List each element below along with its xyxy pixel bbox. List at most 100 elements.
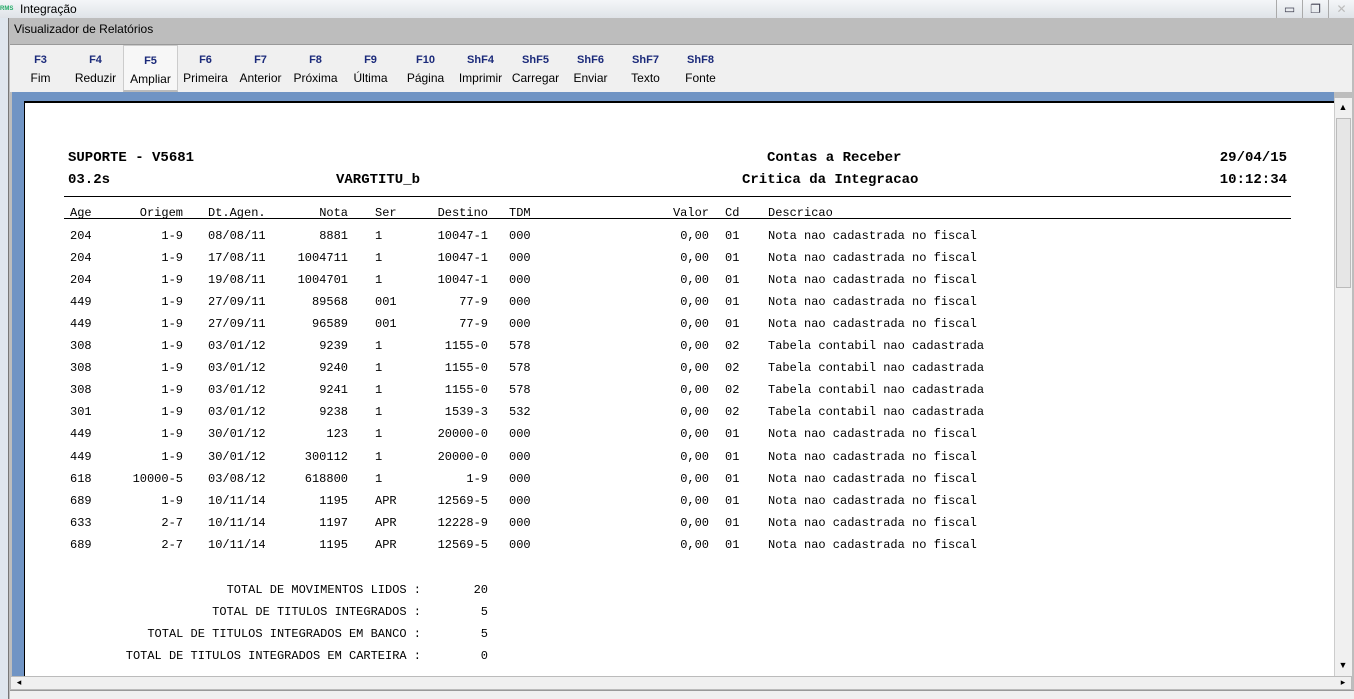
- title-bar: RMS Integração ▭ ❐ ✕: [0, 0, 1354, 18]
- table-cell: 30/01/12: [208, 449, 266, 464]
- shortcut-key: F7: [254, 54, 267, 66]
- table-cell: 9240: [319, 361, 348, 376]
- table-cell: 308: [70, 383, 92, 398]
- button-label: Fonte: [685, 71, 716, 85]
- toolbar-button-primeira[interactable]: F6 Primeira: [178, 45, 233, 92]
- shortcut-key: ShF6: [577, 54, 604, 66]
- table-cell: 01: [725, 229, 740, 243]
- table-cell: 000: [509, 251, 531, 266]
- scroll-thumb[interactable]: [1336, 118, 1351, 288]
- report-program: VARGTITU_b: [336, 172, 421, 188]
- table-cell: 0,00: [680, 251, 709, 266]
- table-cell: 300112: [304, 449, 348, 464]
- table-cell: 10/11/14: [208, 493, 266, 508]
- table-cell: 10047-1: [437, 251, 488, 266]
- toolbar-button-última[interactable]: F9 Última: [343, 45, 398, 92]
- table-cell: 27/09/11: [208, 295, 266, 310]
- table-cell: 1-9: [161, 383, 183, 398]
- table-cell: 02: [725, 405, 740, 420]
- toolbar-button-ampliar[interactable]: F5 Ampliar: [123, 45, 178, 92]
- table-cell: 1: [375, 251, 383, 266]
- scroll-down-icon[interactable]: ▼: [1338, 660, 1348, 670]
- report-date: 29/04/15: [1219, 150, 1287, 166]
- table-cell: Tabela contabil nao cadastrada: [768, 339, 985, 354]
- table-cell: 0,00: [680, 273, 709, 288]
- close-icon[interactable]: ✕: [1328, 0, 1354, 18]
- table-cell: 0,00: [680, 295, 709, 310]
- table-cell: 1: [375, 229, 383, 243]
- table-cell: 1-9: [161, 405, 183, 420]
- shortcut-key: ShF8: [687, 54, 714, 66]
- toolbar-button-fonte[interactable]: ShF8 Fonte: [673, 45, 728, 92]
- toolbar-button-carregar[interactable]: ShF5 Carregar: [508, 45, 563, 92]
- report-page: SUPORTE - V5681 03.2s VARGTITU_b Contas …: [24, 101, 1334, 676]
- table-cell: 001: [375, 317, 397, 332]
- column-header-tdm: TDM: [509, 206, 531, 220]
- table-cell: 12228-9: [437, 515, 488, 530]
- column-header-valor: Valor: [672, 206, 709, 220]
- table-cell: 01: [725, 515, 740, 530]
- table-cell: 1-9: [161, 251, 183, 266]
- column-header-underline: [64, 218, 1291, 219]
- table-cell: 01: [725, 537, 740, 552]
- report-company: SUPORTE - V5681: [68, 150, 195, 166]
- table-cell: Nota nao cadastrada no fiscal: [768, 229, 977, 243]
- table-cell: 02: [725, 339, 740, 354]
- toolbar-button-próxima[interactable]: F8 Próxima: [288, 45, 343, 92]
- viewer-title: Visualizador de Relatórios: [14, 22, 154, 36]
- scroll-right-icon[interactable]: ▸: [1340, 677, 1346, 687]
- table-cell: 1155-0: [444, 383, 488, 398]
- table-cell: 204: [70, 273, 92, 288]
- table-cell: 8881: [319, 229, 348, 243]
- table-cell: 02: [725, 361, 740, 376]
- table-cell: 578: [509, 383, 531, 398]
- table-cell: 01: [725, 251, 740, 266]
- table-cell: 01: [725, 295, 740, 310]
- window-title: Integração: [20, 2, 77, 16]
- minimize-icon[interactable]: ▭: [1276, 0, 1302, 18]
- toolbar-button-anterior[interactable]: F7 Anterior: [233, 45, 288, 92]
- toolbar-button-página[interactable]: F10 Página: [398, 45, 453, 92]
- button-label: Fim: [30, 71, 51, 85]
- table-cell: 000: [509, 317, 531, 332]
- column-header-age: Age: [70, 206, 92, 220]
- table-cell: 1-9: [161, 229, 183, 243]
- table-cell: 000: [509, 471, 531, 486]
- toolbar-button-imprimir[interactable]: ShF4 Imprimir: [453, 45, 508, 92]
- table-cell: Tabela contabil nao cadastrada: [768, 361, 985, 376]
- shortcut-key: ShF4: [467, 54, 494, 66]
- shortcut-key: F9: [364, 54, 377, 66]
- vertical-scrollbar[interactable]: ▲ ▼: [1334, 98, 1352, 676]
- table-cell: 308: [70, 339, 92, 354]
- table-cell: 01: [725, 449, 740, 464]
- header-divider: [64, 196, 1291, 197]
- column-header-destino: Destino: [437, 206, 488, 220]
- shortcut-key: F3: [34, 54, 47, 66]
- restore-icon[interactable]: ❐: [1302, 0, 1328, 18]
- toolbar-button-enviar[interactable]: ShF6 Enviar: [563, 45, 618, 92]
- table-cell: 77-9: [459, 295, 488, 310]
- table-cell: 1: [375, 273, 383, 288]
- table-cell: 2-7: [161, 537, 183, 552]
- table-cell: 03/01/12: [208, 383, 266, 398]
- table-cell: 0,00: [680, 229, 709, 243]
- table-cell: 1: [375, 383, 383, 398]
- table-cell: 0,00: [680, 471, 709, 486]
- horizontal-scrollbar[interactable]: ◂ ▸: [10, 676, 1352, 690]
- shortcut-key: F6: [199, 54, 212, 66]
- toolbar-button-reduzir[interactable]: F4 Reduzir: [68, 45, 123, 92]
- table-cell: 1-9: [161, 427, 183, 442]
- toolbar-button-texto[interactable]: ShF7 Texto: [618, 45, 673, 92]
- table-cell: Tabela contabil nao cadastrada: [768, 383, 985, 398]
- total-label: TOTAL DE MOVIMENTOS LIDOS :: [226, 583, 421, 597]
- scroll-left-icon[interactable]: ◂: [16, 677, 22, 687]
- table-cell: 1: [375, 339, 383, 354]
- table-cell: 20000-0: [437, 449, 488, 464]
- table-cell: 01: [725, 317, 740, 332]
- table-cell: 10/11/14: [208, 537, 266, 552]
- toolbar-button-fim[interactable]: F3 Fim: [13, 45, 68, 92]
- scroll-up-icon[interactable]: ▲: [1338, 102, 1348, 112]
- status-bar: [10, 690, 1354, 699]
- table-cell: 1: [375, 471, 383, 486]
- table-cell: 000: [509, 449, 531, 464]
